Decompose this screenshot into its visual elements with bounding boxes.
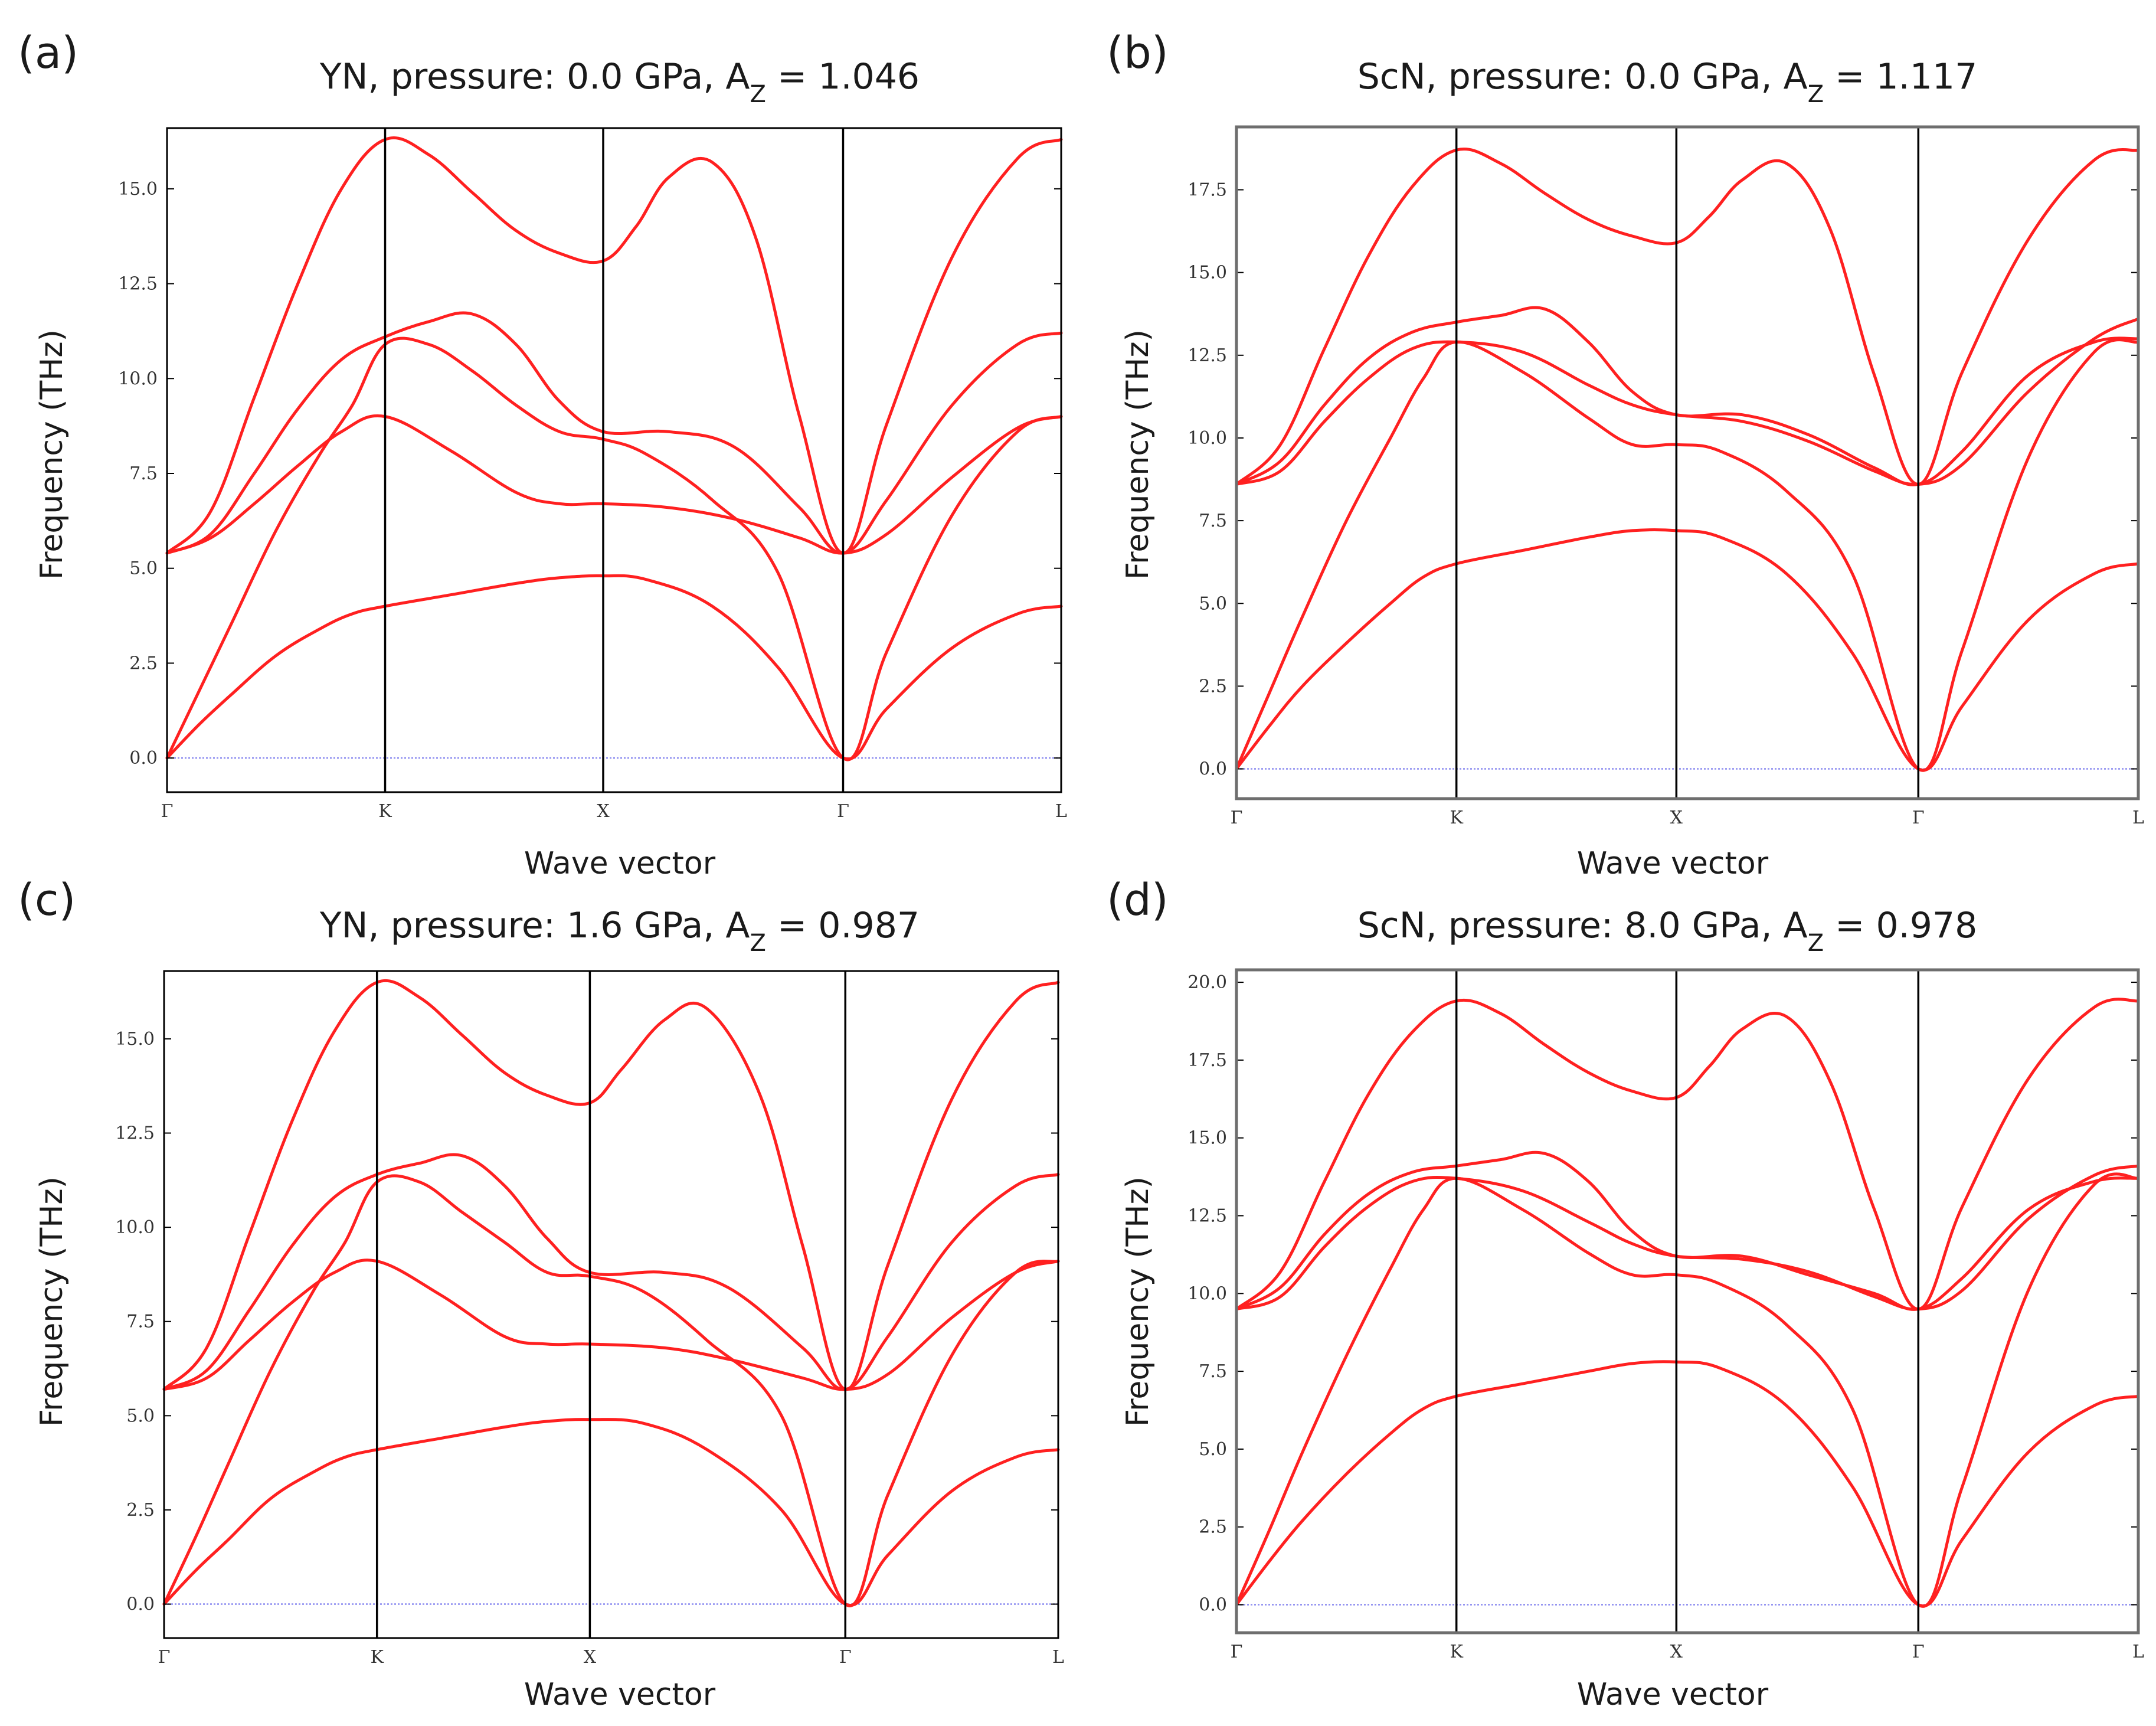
panel-label: (c) [18,875,76,926]
panel-d: (d) ScN, pressure: 8.0 GPa, AZ = 0.978 F… [1107,875,2144,1712]
y-tick-label: 7.5 [1199,511,1227,531]
plot-area: Γ K X Γ L 0.0 2.5 5.0 7.5 10.0 12.5 15.0 [115,970,1064,1668]
phonon-band-1 [1235,1360,2140,1608]
x-tick-label: Γ [837,801,849,822]
y-tick-label: 12.5 [115,1123,155,1144]
x-axis-label: Wave vector [1577,1677,1769,1712]
phonon-band-1 [1235,528,2140,772]
panel-b: (b) ScN, pressure: 0.0 GPa, AZ = 1.117 F… [1107,28,2144,881]
y-tick-label: 5.0 [1199,593,1227,614]
y-tick-label: 2.5 [126,1500,155,1521]
plot-frame [1235,968,2140,1635]
plot-area: Γ K X Γ L 0.0 2.5 5.0 7.5 10.0 12.5 15.0 17.5 [1187,125,2144,828]
x-tick-label: K [1450,808,1463,828]
x-tick-label: K [371,1647,384,1668]
x-tick-label: Γ [1912,1642,1925,1662]
y-tick-label: 7.5 [1199,1361,1227,1382]
y-tick-label: 0.0 [1199,759,1227,780]
phonon-band-3 [1235,1164,2140,1311]
phonon-band-3 [162,1258,1060,1391]
phonon-band-4 [1235,306,2140,486]
panel-label: (d) [1107,875,1169,926]
y-tick-label: 20.0 [1187,972,1227,993]
panel-title: ScN, pressure: 0.0 GPa, AZ = 1.117 [1357,56,1978,108]
y-axis-label: Frequency (THz) [34,1176,70,1427]
y-axis-label: Frequency (THz) [1120,1176,1156,1427]
phonon-band-5 [165,136,1063,555]
y-tick-label: 5.0 [129,558,158,579]
y-tick-label: 17.5 [1187,1050,1227,1071]
x-tick-label: X [1670,1642,1683,1662]
panel-title: YN, pressure: 0.0 GPa, AZ = 1.046 [319,56,920,108]
plot-frame [166,127,1062,793]
y-tick-label: 15.0 [1187,263,1227,283]
y-tick-label: 10.0 [115,1217,155,1238]
y-tick-label: 12.5 [1187,345,1227,366]
x-tick-label: K [1450,1642,1463,1662]
x-tick-label: L [2132,808,2144,828]
panel-c: (c) YN, pressure: 1.6 GPa, AZ = 0.987 Fr… [18,875,1064,1712]
x-tick-label: Γ [161,801,174,822]
phonon-band-2 [1235,1172,2140,1608]
y-tick-label: 2.5 [129,653,158,674]
y-tick-label: 0.0 [129,748,158,769]
y-tick-label: 15.0 [115,1029,155,1050]
phonon-band-5 [162,979,1060,1391]
x-tick-label: L [2132,1642,2144,1662]
x-tick-label: X [597,801,610,822]
y-tick-label: 7.5 [126,1312,155,1332]
phonon-band-2 [165,336,1063,761]
plot-frame [1235,125,2140,800]
x-axis-label: Wave vector [524,846,716,881]
y-tick-label: 12.5 [118,274,158,295]
phonon-band-3 [165,414,1063,555]
phonon-band-2 [1235,338,2140,772]
phonon-band-1 [162,1418,1060,1607]
y-tick-label: 10.0 [118,368,158,389]
panel-title: YN, pressure: 1.6 GPa, AZ = 0.987 [319,905,920,957]
y-tick-label: 10.0 [1187,1283,1227,1304]
x-tick-label: L [1055,801,1067,822]
y-axis-label: Frequency (THz) [1120,329,1156,580]
plot-area: Γ K X Γ L 0.0 2.5 5.0 7.5 10.0 12.5 15.0 17.5 20.0 [1187,968,2144,1662]
x-tick-label: X [584,1647,597,1668]
y-tick-label: 15.0 [118,179,158,200]
y-tick-label: 15.0 [1187,1128,1227,1149]
panel-a: (a) YN, pressure: 0.0 GPa, AZ = 1.046 Fr… [18,28,1067,881]
y-tick-label: 0.0 [126,1594,155,1615]
y-tick-label: 12.5 [1187,1206,1227,1227]
panel-title: ScN, pressure: 8.0 GPa, AZ = 0.978 [1357,905,1978,957]
panel-label: (a) [18,28,78,79]
y-tick-label: 7.5 [129,463,158,484]
x-tick-label: Γ [839,1647,852,1668]
x-axis-label: Wave vector [1577,846,1769,881]
y-tick-label: 17.5 [1187,180,1227,201]
y-tick-label: 5.0 [1199,1439,1227,1460]
y-tick-label: 2.5 [1199,1517,1227,1538]
x-tick-label: Γ [158,1647,171,1668]
y-tick-label: 5.0 [126,1405,155,1426]
phonon-band-5 [1235,998,2140,1311]
x-tick-label: L [1052,1647,1064,1668]
x-tick-label: Γ [1231,808,1243,828]
y-tick-label: 0.0 [1199,1595,1227,1616]
x-tick-label: Γ [1231,1642,1243,1662]
phonon-band-4 [162,1153,1060,1391]
phonon-band-2 [162,1174,1060,1607]
phonon-band-4 [1235,1150,2140,1311]
y-axis-label: Frequency (THz) [34,329,70,580]
x-axis-label: Wave vector [524,1677,716,1712]
x-tick-label: Γ [1912,808,1925,828]
panel-label: (b) [1107,28,1169,79]
plot-area: Γ K X Γ L 0.0 2.5 5.0 7.5 10.0 12.5 15.0 [118,127,1067,822]
y-tick-label: 10.0 [1187,428,1227,449]
y-tick-label: 2.5 [1199,676,1227,697]
x-tick-label: X [1670,808,1683,828]
phonon-band-5 [1235,148,2140,486]
plot-frame [163,970,1059,1639]
phonon-band-4 [165,311,1063,555]
x-tick-label: K [378,801,392,822]
